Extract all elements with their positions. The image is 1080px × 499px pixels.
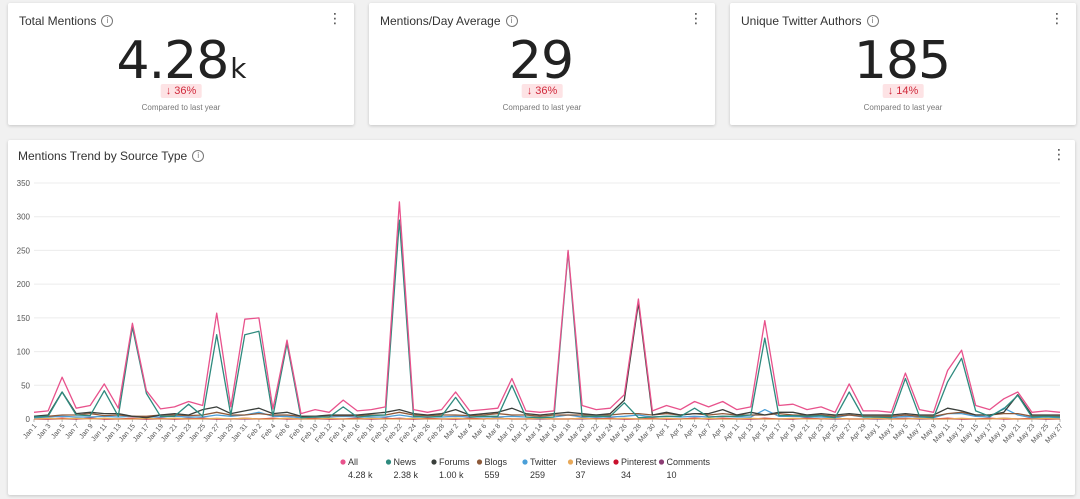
x-tick-label: Apr 3 — [669, 423, 685, 440]
kpi-value-unit: k — [230, 52, 246, 85]
x-tick-label: Jan 5 — [50, 423, 66, 441]
chart-title: Mentions Trend by Source Type i — [18, 149, 205, 163]
legend-marker-news — [385, 459, 392, 465]
legend-marker-reviews — [567, 459, 574, 465]
kpi-card-total-mentions: Total Mentions i ⋮ 4.28k ↓ 36% Compared t… — [8, 3, 354, 125]
x-tick-label: Apr 7 — [697, 423, 713, 440]
kpi-compare-text: Compared to last year — [141, 103, 221, 112]
kpi-value-number: 4.28 — [116, 31, 230, 91]
arrow-down-icon: ↓ — [165, 85, 172, 97]
legend-label-comments: Comments — [667, 457, 711, 467]
x-tick-label: Feb 2 — [247, 423, 264, 441]
legend-marker-comments — [658, 459, 665, 465]
legend-marker-all — [340, 459, 346, 465]
kpi-value-number: 185 — [853, 31, 951, 91]
series-line-reviews — [33, 417, 1061, 420]
y-tick-label: 350 — [17, 179, 31, 188]
y-tick-label: 200 — [17, 280, 31, 289]
legend-label-blogs: Blogs — [485, 457, 508, 467]
more-vert-icon[interactable]: ⋮ — [1050, 11, 1064, 27]
series-line-all — [33, 201, 1061, 415]
chart-title-text: Mentions Trend by Source Type — [18, 149, 188, 163]
kpi-value: 29 — [369, 31, 715, 91]
more-vert-icon[interactable]: ⋮ — [328, 11, 342, 27]
series-line-forums — [33, 302, 1060, 419]
legend-marker-twitter — [522, 459, 528, 465]
kpi-card-unique-twitter-authors: Unique Twitter Authors i ⋮ 185 ↓ 14% Comp… — [730, 3, 1076, 125]
legend-label-reviews: Reviews — [576, 457, 611, 467]
kpi-value: 4.28k — [8, 31, 354, 91]
y-tick-label: 250 — [17, 246, 31, 255]
legend-marker-pinterest — [613, 459, 619, 465]
legend-total-news: 2.38 k — [394, 470, 419, 480]
info-icon[interactable]: i — [866, 15, 879, 27]
kpi-delta-badge: ↓ 36% — [521, 84, 563, 98]
info-icon[interactable]: i — [101, 15, 114, 27]
y-tick-label: 150 — [17, 314, 31, 323]
kpi-title: Unique Twitter Authors i — [741, 14, 879, 28]
arrow-down-icon: ↓ — [526, 85, 533, 97]
x-tick-label: Apr 1 — [655, 423, 671, 440]
legend-total-reviews: 37 — [576, 470, 586, 480]
legend-marker-forums — [431, 459, 437, 465]
kpi-delta-value: 36% — [174, 85, 197, 97]
x-tick-label: Feb 6 — [275, 423, 292, 441]
y-tick-label: 0 — [26, 415, 31, 424]
info-icon[interactable]: i — [192, 150, 205, 162]
kpi-title-text: Mentions/Day Average — [380, 14, 501, 28]
x-tick-label: Jan 1 — [22, 423, 38, 441]
info-icon[interactable]: i — [505, 15, 518, 27]
x-tick-label: Mar 2 — [443, 423, 460, 441]
kpi-compare-text: Compared to last year — [863, 103, 943, 112]
kpi-delta-value: 36% — [535, 85, 558, 97]
arrow-down-icon: ↓ — [887, 85, 894, 97]
x-tick-label: Apr 5 — [683, 423, 699, 440]
legend-total-all: 4.28 k — [348, 470, 373, 480]
kpi-title-text: Unique Twitter Authors — [741, 14, 862, 28]
y-tick-label: 50 — [21, 381, 30, 390]
kpi-value-number: 29 — [508, 31, 574, 91]
legend-total-pinterest: 34 — [621, 470, 631, 480]
series-line-blogs — [33, 411, 1060, 418]
legend-label-forums: Forums — [439, 457, 470, 467]
legend-total-comments: 10 — [667, 470, 677, 480]
legend-total-blogs: 559 — [485, 470, 500, 480]
series-line-news — [33, 219, 1061, 419]
x-tick-label: Jan 7 — [64, 423, 80, 441]
legend-marker-blogs — [476, 459, 483, 465]
x-tick-label: Apr 29 — [849, 423, 868, 443]
kpi-delta-badge: ↓ 14% — [882, 84, 924, 98]
kpi-title-text: Total Mentions — [19, 14, 97, 28]
x-tick-label: Feb 4 — [261, 423, 278, 441]
legend-label-news: News — [394, 457, 417, 467]
kpi-compare-text: Compared to last year — [502, 103, 582, 112]
legend-total-twitter: 259 — [530, 470, 545, 480]
legend-total-forums: 1.00 k — [439, 470, 464, 480]
mentions-trend-card: Mentions Trend by Source Type i ⋮ 0 50 100 1… — [8, 140, 1075, 495]
kpi-title: Total Mentions i — [19, 14, 114, 28]
x-tick-label: Jan 3 — [36, 423, 52, 441]
kpi-delta-badge: ↓ 36% — [160, 84, 202, 98]
x-tick-label: Mar 4 — [457, 423, 474, 441]
more-vert-icon[interactable]: ⋮ — [689, 11, 703, 27]
kpi-title: Mentions/Day Average i — [380, 14, 518, 28]
kpi-delta-value: 14% — [896, 85, 919, 97]
legend-label-twitter: Twitter — [530, 457, 557, 467]
legend-label-all: All — [348, 457, 358, 467]
kpi-value: 185 — [730, 31, 1076, 91]
legend-label-pinterest: Pinterest — [621, 457, 657, 467]
x-tick-label: Mar 6 — [471, 423, 488, 441]
y-tick-label: 300 — [17, 213, 31, 222]
kpi-card-mentions-day-average: Mentions/Day Average i ⋮ 29 ↓ 36% Compare… — [369, 3, 715, 125]
y-tick-label: 100 — [17, 348, 31, 357]
